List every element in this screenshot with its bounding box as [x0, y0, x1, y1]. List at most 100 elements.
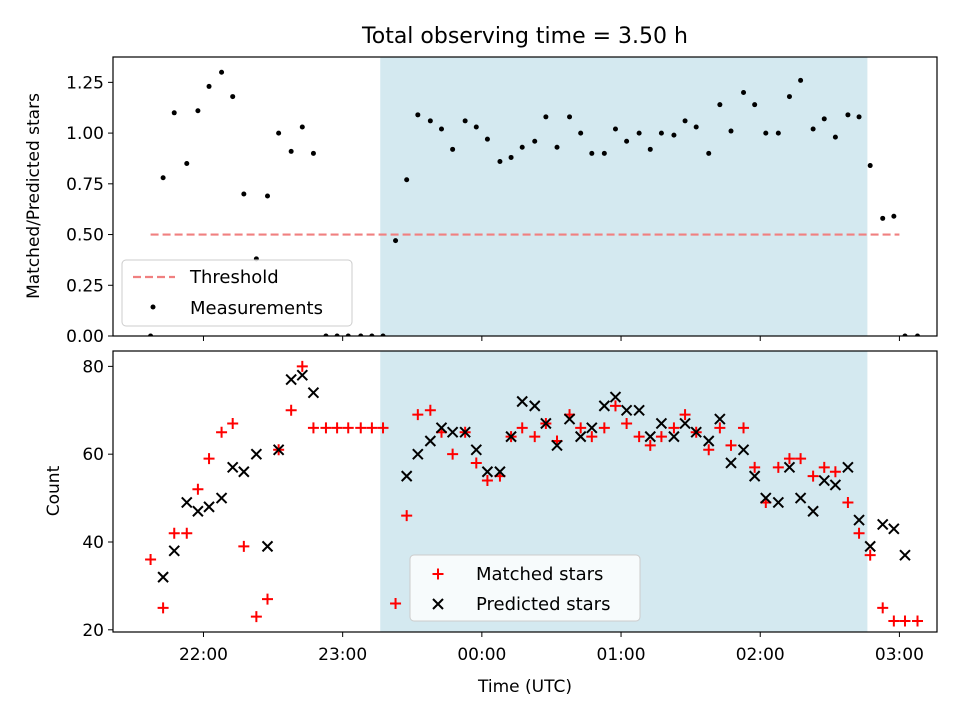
matched-stars-point [877, 602, 889, 614]
predicted-stars-point [703, 435, 715, 447]
predicted-stars-point [690, 426, 702, 438]
measurement-point [798, 77, 804, 83]
matched-stars-point [529, 431, 541, 443]
x-tick-label: 00:00 [457, 645, 506, 665]
predicted-stars-point [529, 400, 541, 412]
predicted-stars-point [226, 461, 239, 474]
measurement-point [484, 136, 490, 142]
measurement-point [647, 146, 653, 152]
predicted-stars-point [470, 444, 482, 456]
matched-stars-point [795, 453, 807, 465]
bottom-y-axis-label: Count [44, 465, 64, 516]
legend-matched-swatch [432, 568, 444, 580]
matched-stars-point [842, 496, 854, 508]
predicted-stars-point [505, 430, 517, 443]
predicted-stars-point [435, 422, 448, 434]
measurement-point [265, 193, 270, 199]
measurement-point [612, 126, 618, 132]
predicted-stars-point [215, 492, 228, 504]
matched-stars-point [470, 457, 482, 469]
predicted-stars-point [760, 492, 772, 504]
measurement-point [345, 333, 351, 336]
y-tick-label: 0.50 [66, 226, 104, 246]
predicted-stars-point [714, 413, 726, 425]
predicted-stars-point [551, 439, 563, 452]
measurement-point [450, 146, 456, 152]
y-tick-label: 1.00 [66, 124, 104, 144]
y-tick-label: 0.25 [66, 276, 104, 296]
legend-predicted-label: Predicted stars [476, 594, 610, 615]
matched-stars-point [725, 439, 737, 451]
bottom-panel: 22:00 23:00 00:00 01:00 02:00 03:00 20 40 60 80 Ma… [82, 350, 938, 665]
predicted-stars-point [772, 496, 785, 509]
measurement-point [276, 130, 282, 136]
legend-matched-label: Matched stars [476, 564, 603, 585]
matched-stars-point [307, 422, 319, 434]
legend: Threshold Measurements [121, 259, 353, 327]
measurement-point [902, 333, 908, 336]
predicted-stars-point [783, 461, 796, 474]
measurement-point [171, 110, 177, 116]
measurement-point [810, 126, 816, 132]
predicted-stars-point [481, 466, 494, 478]
predicted-stars-point [203, 501, 215, 513]
predicted-stars-point [633, 404, 645, 416]
matched-stars-point [772, 461, 784, 473]
predicted-stars-point [296, 369, 309, 381]
predicted-stars-point [181, 496, 193, 509]
legend-box [121, 259, 353, 327]
matched-stars-point [575, 422, 587, 434]
predicted-stars-point [598, 400, 611, 412]
matched-stars-point [703, 444, 715, 456]
y-tick-label: 80 [82, 357, 104, 377]
predicted-stars-point [888, 523, 900, 535]
plot-area [148, 69, 921, 336]
measurement-point [682, 118, 688, 124]
measurement-point [219, 69, 225, 75]
matched-stars-point [227, 417, 239, 429]
predicted-stars-point [446, 426, 459, 438]
measurement-point [752, 102, 758, 108]
matched-stars-point [749, 461, 761, 473]
matched-stars-point [377, 422, 389, 434]
predicted-stars-point [285, 373, 297, 386]
x-tick-label: 03:00 [875, 645, 924, 665]
measurement-point [867, 163, 873, 169]
predicted-stars-point [574, 430, 587, 443]
measurement-point [891, 213, 897, 219]
matched-stars-point [818, 461, 830, 473]
y-tick-label: 40 [82, 533, 104, 553]
matched-stars-point [192, 483, 204, 495]
legend-measurements-label: Measurements [190, 298, 323, 319]
predicted-stars-point [540, 417, 552, 430]
measurement-point [519, 144, 525, 150]
predicted-stars-point [168, 545, 180, 557]
legend-predicted-swatch [432, 598, 444, 610]
measurement-point [543, 114, 549, 120]
measurement-point [323, 333, 329, 336]
measurement-point [601, 150, 607, 156]
x-tick-label: 01:00 [597, 645, 646, 665]
measurement-point [369, 333, 375, 336]
legend-measurements-swatch [150, 304, 156, 310]
matched-stars-point [807, 470, 819, 482]
measurement-point [473, 124, 479, 130]
matched-stars-point [320, 422, 332, 434]
predicted-stars-point [725, 457, 737, 469]
plot-area [145, 360, 924, 627]
legend-box [409, 554, 641, 622]
matched-stars-point [447, 448, 459, 460]
matched-stars-point [168, 527, 180, 539]
measurement-point [658, 130, 664, 136]
measurement-point [567, 114, 573, 120]
predicted-stars-point [644, 430, 656, 443]
predicted-stars-point [877, 518, 889, 531]
measurement-point [880, 215, 886, 221]
measurement-point [717, 102, 723, 108]
matched-stars-point [238, 540, 250, 552]
matched-stars-point [355, 422, 367, 434]
measurement-point [299, 124, 305, 130]
predicted-stars-point [655, 417, 668, 430]
matched-stars-point [516, 422, 528, 434]
measurement-point [763, 130, 769, 136]
